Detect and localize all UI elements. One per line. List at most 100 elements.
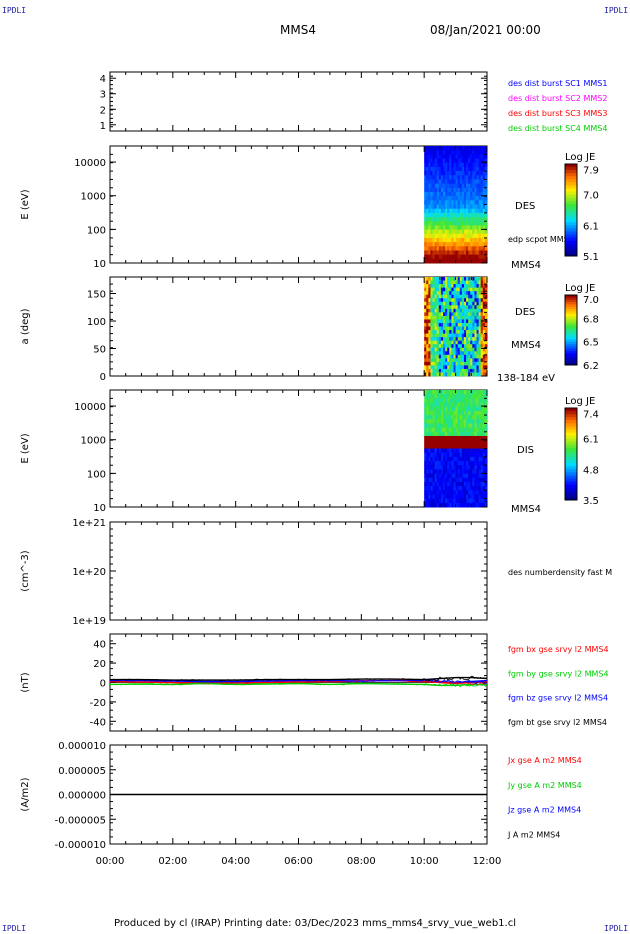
panel-3-heatmap-cell [432, 354, 436, 359]
panel-4-heatmap-cell [449, 440, 452, 445]
panel-4-heatmap-cell [432, 431, 436, 437]
panel-3-heatmap-cell [449, 347, 452, 352]
panel-4-heatmap-cell [459, 444, 463, 449]
panel-3-side-label: MMS4 [511, 340, 541, 351]
panel-2-heatmap-cell [424, 158, 427, 164]
panel-4-heatmap-cell [457, 498, 461, 504]
panel-4-heatmap-cell [480, 494, 484, 500]
panel-4-heatmap-cell [461, 415, 465, 420]
panel-3-heatmap-cell [482, 312, 486, 317]
panel-3-heatmap-cell [461, 347, 465, 352]
panel-4-heatmap-cell [484, 423, 488, 429]
panel-2-heatmap-cell [436, 242, 440, 247]
panel-2-heatmap-cell [478, 171, 482, 176]
datetime-title: 08/Jan/2021 00:00 [430, 23, 541, 37]
panel-4-heatmap-cell [478, 498, 482, 504]
panel-3-heatmap-cell [440, 340, 444, 345]
panel-3-heatmap-cell [438, 287, 442, 292]
panel-2-heatmap-cell [451, 254, 454, 260]
panel-2-heatmap-cell [472, 179, 475, 185]
panel-2-heatmap-cell [445, 233, 448, 239]
panel-4-heatmap-cell [451, 402, 454, 408]
panel-3-heatmap-cell [474, 333, 477, 338]
panel-2-heatmap-cell [428, 208, 431, 214]
panel-4-heatmap-cell [451, 469, 454, 474]
panel-3-heatmap-cell [445, 308, 448, 313]
panel-2-heatmap-cell [428, 229, 431, 235]
panel-3-heatmap-cell [461, 326, 465, 331]
panel-2-heatmap-cell [470, 154, 473, 159]
panel-4-heatmap-cell [459, 473, 463, 479]
panel-4-heatmap-cell [459, 465, 463, 470]
panel-4-heatmap-cell [434, 440, 438, 445]
panel-4-heatmap-cell [480, 390, 484, 395]
panel-4-heatmap-cell [484, 461, 488, 466]
panel-3-heatmap-cell [468, 326, 471, 331]
panel-3-heatmap-cell [480, 277, 484, 281]
panel-3-heatmap-cell [438, 361, 442, 366]
panel-3-heatmap-cell [461, 277, 465, 281]
panel-2-heatmap-cell [478, 158, 482, 164]
panel-2-heatmap-cell [430, 254, 433, 260]
panel-4-heatmap-cell [449, 410, 452, 416]
panel-3-heatmap-cell [451, 351, 454, 356]
panel-3-heatmap-cell [459, 354, 463, 359]
panel-3-heatmap-cell [480, 354, 484, 359]
panel-4-heatmap-cell [466, 394, 469, 399]
panel-2-heatmap-cell [447, 150, 450, 155]
panel-3-heatmap-cell [478, 294, 482, 299]
panel-2-heatmap-cell [447, 162, 450, 168]
panel-4-heatmap-cell [476, 431, 480, 437]
panel-3-heatmap-cell [432, 361, 436, 366]
panel-3-heatmap-cell [434, 365, 438, 370]
panel-3-heatmap-cell [447, 319, 450, 324]
panel-2-heatmap-cell [457, 237, 461, 243]
panel-4-heatmap-cell [470, 423, 473, 429]
panel-3-heatmap-cell [449, 319, 452, 324]
panel-2-heatmap-cell [424, 242, 427, 247]
panel-3-heatmap-cell [434, 291, 438, 296]
panel-4-heatmap-cell [449, 444, 452, 449]
panel-3-heatmap-cell [466, 322, 469, 327]
panel-4-heatmap-cell [440, 419, 444, 424]
panel-3-heatmap-cell [482, 354, 486, 359]
panel-3-heatmap-cell [451, 330, 454, 334]
panel-2-colorbar-segment [565, 185, 577, 189]
panel-3-heatmap-cell [436, 277, 440, 281]
panel-2-ytick-label: 10 [93, 259, 106, 270]
panel-3-heatmap-cell [474, 361, 477, 366]
panel-4-heatmap-cell [426, 477, 429, 483]
panel-3-heatmap-cell [457, 308, 461, 313]
panel-4-heatmap-cell [438, 419, 442, 424]
panel-3-colorbar-segment [565, 339, 577, 343]
panel-3-heatmap-cell [472, 305, 475, 310]
panel-3-heatmap-cell [453, 284, 456, 289]
panel-3-heatmap-cell [480, 305, 484, 310]
panel-2-heatmap-cell [484, 146, 488, 151]
panel-2-heatmap-cell [482, 175, 486, 180]
panel-2-heatmap-cell [463, 237, 467, 243]
panel-4-heatmap-cell [466, 435, 469, 441]
panel-2-heatmap-cell [482, 154, 486, 159]
panel-3-heatmap-cell [447, 347, 450, 352]
panel-3-heatmap-cell [432, 368, 436, 373]
panel-4-heatmap-cell [457, 448, 461, 454]
panel-3-heatmap-cell [474, 372, 477, 377]
panel-2-heatmap-cell [451, 233, 454, 239]
panel-3-heatmap-cell [428, 312, 431, 317]
panel-2-heatmap-cell [455, 204, 459, 210]
panel-3-heatmap-cell [438, 354, 442, 359]
panel-4-heatmap-cell [474, 435, 477, 441]
panel-3-heatmap-cell [476, 322, 480, 327]
panel-2-heatmap-cell [451, 237, 454, 243]
panel-2-heatmap-cell [436, 175, 440, 180]
panel-3-heatmap-cell [424, 319, 427, 324]
panel-2-heatmap-cell [484, 217, 488, 222]
panel-2-heatmap-cell [459, 221, 463, 226]
panel-2-heatmap-cell [440, 208, 444, 214]
panel-4-heatmap-cell [424, 427, 427, 433]
panel-2-heatmap-cell [459, 183, 463, 189]
panel-3-colorbar-segment [565, 297, 577, 301]
panel-2-heatmap-cell [476, 233, 480, 239]
panel-4-heatmap-cell [484, 444, 488, 449]
